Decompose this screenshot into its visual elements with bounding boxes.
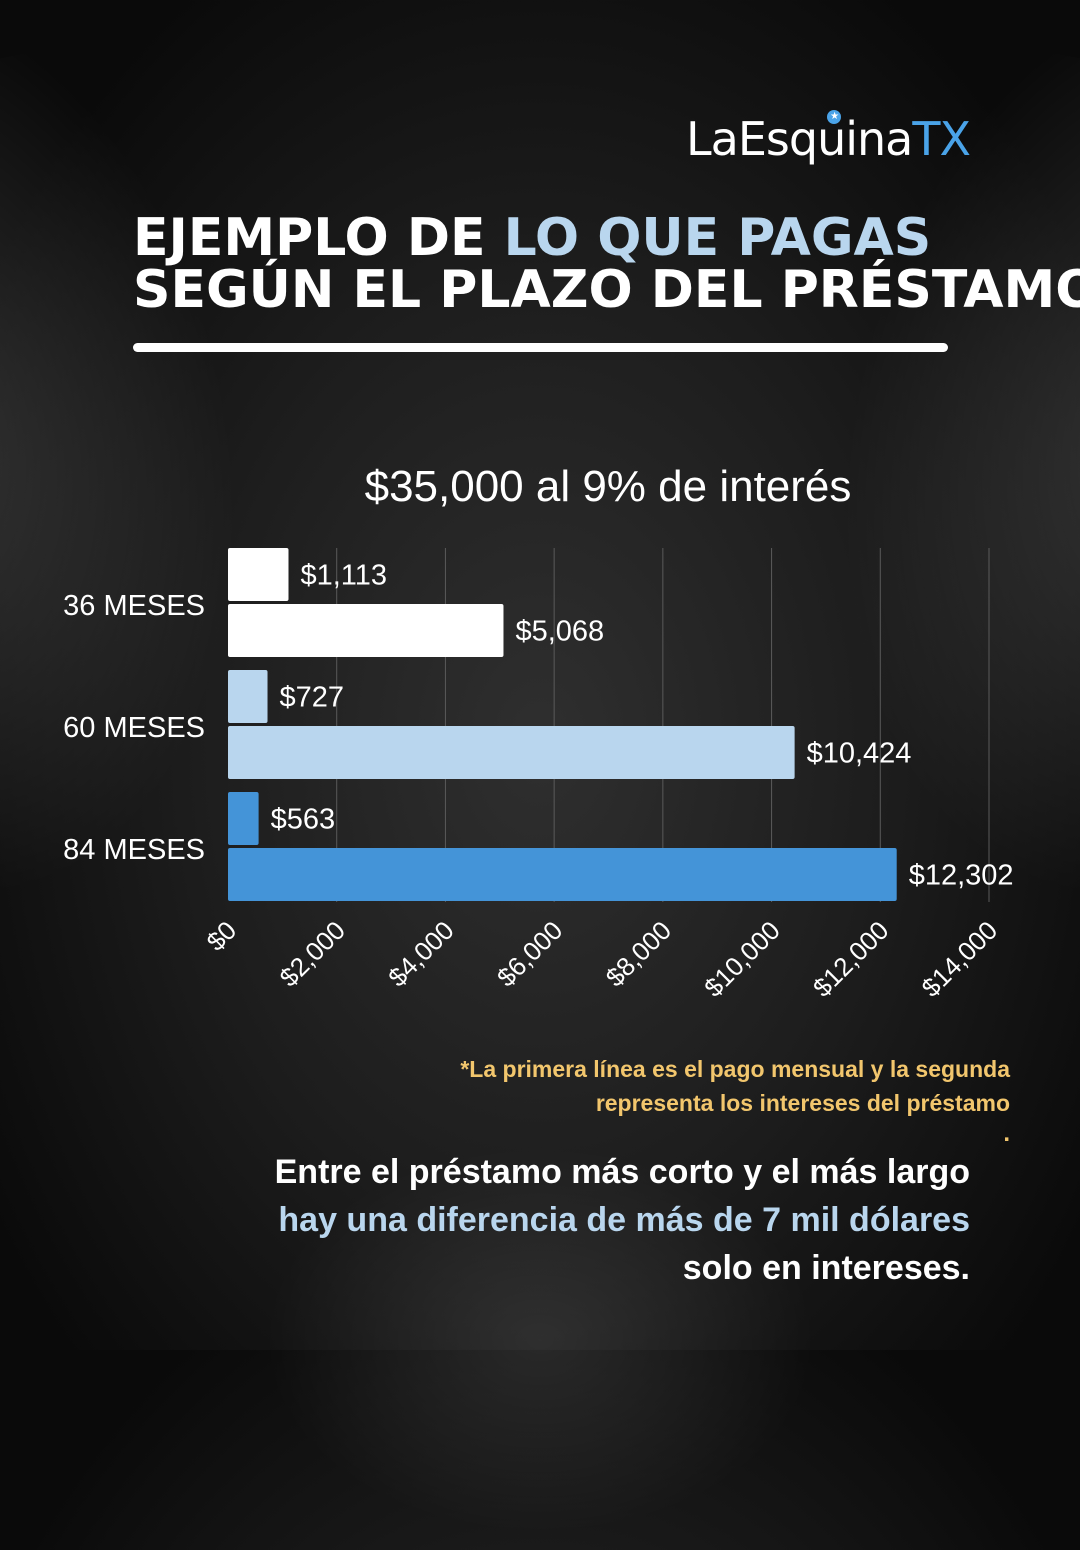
title-divider <box>133 343 948 352</box>
x-tick-label: $12,000 <box>807 915 895 1003</box>
x-tick-label: $2,000 <box>274 915 351 992</box>
bar <box>228 548 289 601</box>
brand-logo: LaEsquinaTX ★ <box>686 110 971 166</box>
logo-tx-text: TX <box>912 112 971 166</box>
x-tick-label: $14,000 <box>916 915 1004 1003</box>
footer-message: Entre el préstamo más corto y el más lar… <box>275 1148 970 1292</box>
category-label: 36 MESES <box>63 590 205 622</box>
logo-text: LaEsquina <box>686 112 913 166</box>
title-line-2: SEGÚN EL PLAZO DEL PRÉSTAMO <box>133 260 1080 320</box>
bar <box>228 848 897 901</box>
x-tick-label: $4,000 <box>382 915 459 992</box>
star-icon: ★ <box>827 110 842 124</box>
footer-line-2: hay una diferencia de más de 7 mil dólar… <box>278 1201 970 1239</box>
bar-value-label: $563 <box>271 804 336 836</box>
bar-value-label: $12,302 <box>909 860 1014 892</box>
bar-value-label: $5,068 <box>515 616 604 648</box>
bar-value-label: $1,113 <box>300 560 387 592</box>
x-tick-label: $8,000 <box>600 915 677 992</box>
title-line-1-highlight: LO QUE PAGAS <box>503 208 932 268</box>
footer-line-3: solo en intereses. <box>682 1249 970 1287</box>
footnote-dot: . <box>1003 1120 1010 1147</box>
footer-line-1: Entre el préstamo más corto y el más lar… <box>274 1153 970 1191</box>
bar <box>228 792 259 845</box>
title-line-1: EJEMPLO DE LO QUE PAGAS <box>133 212 1080 264</box>
bar-chart: $1,113 $5,068 36 MESES $727 $10,424 60 MESES $… <box>63 548 1014 1003</box>
bar-value-label: $727 <box>280 682 345 714</box>
title-line-1-start: EJEMPLO DE <box>133 208 504 268</box>
category-label: 60 MESES <box>63 712 205 744</box>
footnote-line-2: representa los intereses del préstamo <box>595 1090 1010 1116</box>
category-label: 84 MESES <box>63 834 205 866</box>
bar <box>228 726 795 779</box>
page-title: EJEMPLO DE LO QUE PAGAS SEGÚN EL PLAZO D… <box>133 212 1080 316</box>
bar <box>228 604 504 657</box>
chart-title: $35,000 al 9% de interés <box>364 462 852 511</box>
footnote: *La primera línea es el pago mensual y l… <box>460 1052 1010 1120</box>
footnote-line-1: *La primera línea es el pago mensual y l… <box>460 1056 1010 1082</box>
x-tick-label: $0 <box>201 915 243 957</box>
x-tick-label: $10,000 <box>698 915 786 1003</box>
bar <box>228 670 268 723</box>
bar-value-label: $10,424 <box>807 738 912 770</box>
x-tick-label: $6,000 <box>491 915 568 992</box>
